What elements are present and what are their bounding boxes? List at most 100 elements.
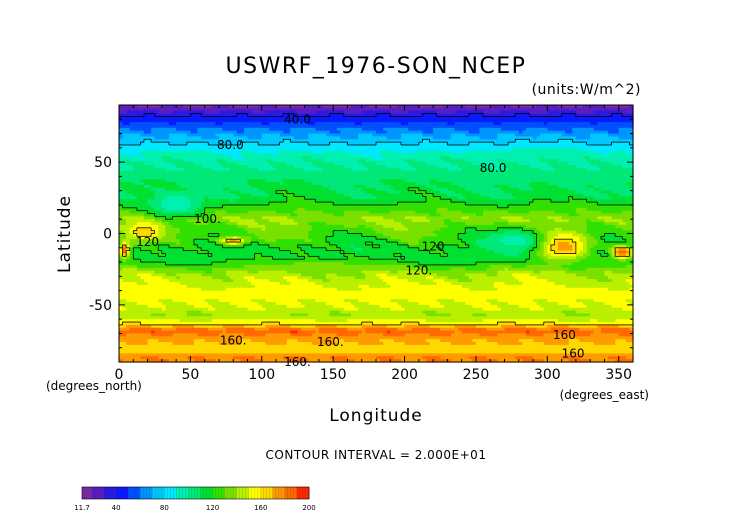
field-cell bbox=[304, 162, 309, 166]
field-cell bbox=[550, 147, 556, 152]
field-cell bbox=[204, 193, 209, 197]
field-cell bbox=[415, 162, 420, 166]
field-cell bbox=[486, 184, 491, 189]
field-cell bbox=[261, 124, 266, 129]
field-cell bbox=[418, 170, 423, 175]
field-cell bbox=[222, 170, 227, 175]
field-cell bbox=[158, 170, 163, 175]
field-cell bbox=[326, 119, 331, 123]
field-cell bbox=[122, 162, 127, 166]
field-cell bbox=[308, 105, 313, 109]
field-cell bbox=[504, 153, 509, 157]
field-cell bbox=[425, 176, 431, 180]
field-cell bbox=[590, 184, 595, 189]
field-cell bbox=[179, 164, 184, 169]
field-cell bbox=[154, 167, 159, 172]
field-cell bbox=[411, 105, 416, 109]
field-cell bbox=[529, 179, 534, 183]
field-cell bbox=[590, 122, 595, 126]
field-cell bbox=[404, 153, 409, 157]
field-cell bbox=[240, 187, 245, 192]
field-cell bbox=[204, 182, 209, 186]
field-cell bbox=[140, 193, 145, 197]
field-cell bbox=[558, 196, 563, 200]
field-cell bbox=[215, 133, 220, 138]
field-cell bbox=[165, 124, 170, 129]
field-cell bbox=[261, 170, 266, 175]
field-cell bbox=[336, 116, 341, 120]
field-cell bbox=[268, 162, 274, 166]
field-cell bbox=[536, 124, 541, 129]
field-cell bbox=[465, 150, 470, 155]
field-cell bbox=[472, 119, 477, 123]
field-cell bbox=[604, 182, 609, 186]
field-cell bbox=[218, 156, 224, 160]
field-cell bbox=[126, 136, 131, 140]
field-cell bbox=[165, 130, 170, 135]
field-cell bbox=[493, 124, 498, 129]
field-cell bbox=[472, 130, 477, 135]
field-cell bbox=[475, 113, 481, 118]
field-cell bbox=[283, 173, 288, 177]
field-cell bbox=[475, 122, 481, 126]
field-cell bbox=[126, 170, 131, 175]
field-cell bbox=[136, 176, 142, 180]
field-cell bbox=[211, 122, 216, 126]
field-cell bbox=[190, 116, 195, 120]
field-cell bbox=[122, 199, 127, 203]
field-cell bbox=[468, 133, 473, 138]
field-cell bbox=[354, 147, 359, 152]
field-cell bbox=[165, 136, 170, 140]
field-cell bbox=[422, 193, 427, 197]
field-cell bbox=[201, 164, 206, 169]
field-cell bbox=[358, 150, 363, 155]
field-cell bbox=[272, 124, 277, 129]
field-cell bbox=[254, 182, 259, 186]
field-cell bbox=[547, 184, 552, 189]
field-cell bbox=[290, 144, 295, 149]
field-cell bbox=[547, 196, 552, 200]
field-cell bbox=[515, 179, 520, 183]
field-cell bbox=[404, 105, 409, 109]
field-cell bbox=[525, 153, 531, 157]
field-cell bbox=[579, 133, 584, 138]
field-cell bbox=[386, 159, 391, 163]
field-cell bbox=[336, 122, 341, 126]
field-cell bbox=[515, 182, 520, 186]
field-cell bbox=[386, 119, 391, 123]
field-cell bbox=[308, 153, 313, 157]
field-cell bbox=[279, 136, 284, 140]
field-cell bbox=[340, 107, 345, 112]
field-cell bbox=[276, 136, 281, 140]
field-cell bbox=[133, 182, 138, 186]
field-cell bbox=[575, 153, 581, 157]
field-cell bbox=[468, 105, 473, 109]
field-cell bbox=[522, 159, 527, 163]
field-cell bbox=[318, 150, 324, 155]
field-cell bbox=[290, 107, 295, 112]
field-cell bbox=[465, 176, 470, 180]
field-cell bbox=[183, 176, 188, 180]
field-cell bbox=[119, 153, 124, 157]
field-cell bbox=[315, 113, 320, 118]
field-cell bbox=[233, 130, 238, 135]
field-cell bbox=[222, 127, 227, 132]
field-cell bbox=[236, 164, 241, 169]
field-cell bbox=[122, 127, 127, 132]
field-cell bbox=[390, 162, 395, 166]
field-cell bbox=[618, 159, 623, 163]
field-cell bbox=[497, 139, 502, 143]
field-cell bbox=[586, 144, 591, 149]
field-cell bbox=[497, 119, 502, 123]
field-cell bbox=[450, 127, 456, 132]
field-cell bbox=[251, 139, 256, 143]
field-cell bbox=[354, 105, 359, 109]
field-cell bbox=[468, 162, 473, 166]
field-cell bbox=[415, 147, 420, 152]
field-cell bbox=[415, 144, 420, 149]
field-cell bbox=[329, 127, 334, 132]
field-cell bbox=[318, 199, 324, 203]
field-cell bbox=[254, 156, 259, 160]
field-cell bbox=[383, 193, 388, 197]
field-cell bbox=[400, 124, 406, 129]
